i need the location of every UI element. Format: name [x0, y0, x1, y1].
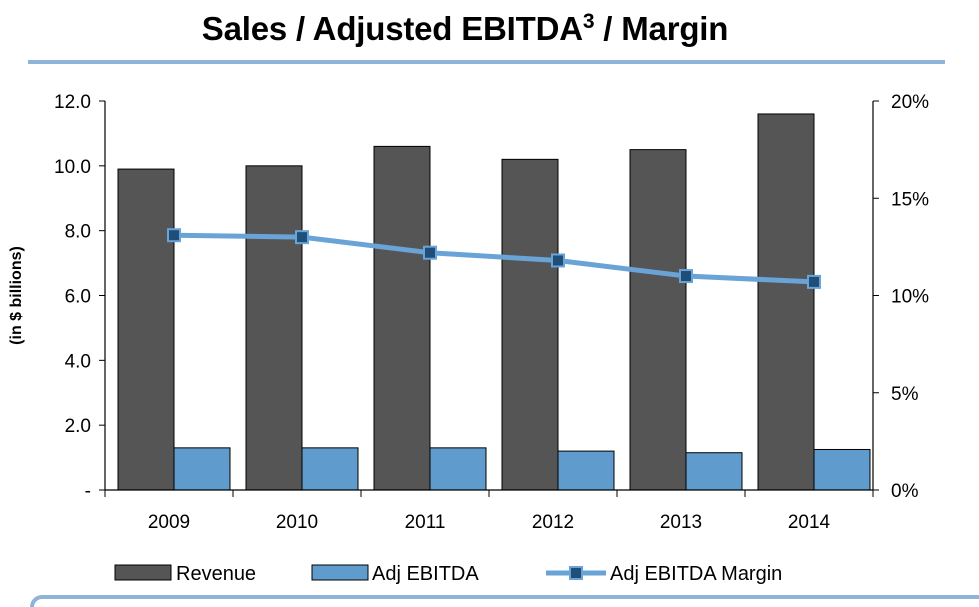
- margin-line: [173, 232, 815, 285]
- y2-tick-label: 15%: [891, 189, 929, 210]
- y-tick-label: 10.0: [54, 157, 91, 178]
- y2-tick-label: 20%: [891, 92, 929, 113]
- y-tick-label: 8.0: [65, 222, 91, 243]
- legend-marker-margin: [569, 566, 583, 580]
- x-tick-label: 2009: [148, 512, 190, 533]
- title-superscript: 3: [582, 10, 595, 33]
- x-tick-label: 2014: [788, 512, 831, 533]
- ebitda-bar: [173, 447, 231, 491]
- ebitda-bar: [429, 447, 487, 491]
- legend-label-revenue: Revenue: [176, 563, 256, 585]
- y-axis-label: (in $ billions): [8, 246, 25, 345]
- x-tick-label: 2013: [660, 512, 702, 533]
- x-tick-label: 2010: [276, 512, 318, 533]
- x-tick-label: 2012: [532, 512, 574, 533]
- legend-swatch-revenue: [114, 564, 172, 581]
- ebitda-bar: [813, 448, 871, 491]
- y-tick-label: 2.0: [65, 416, 91, 437]
- legend-label-ebitda: Adj EBITDA: [372, 563, 479, 585]
- legend-swatch-ebitda: [311, 564, 369, 581]
- title-text: Sales / Adjusted EBITDA: [201, 10, 583, 47]
- page-title: Sales / Adjusted EBITDA3 / Margin: [0, 10, 930, 48]
- y2-tick-label: 5%: [891, 384, 919, 405]
- ebitda-bar: [557, 450, 615, 491]
- y-tick-label: 12.0: [54, 92, 91, 113]
- revenue-bar: [117, 168, 175, 491]
- revenue-bar: [629, 149, 687, 491]
- ebitda-bar: [301, 447, 359, 491]
- y2-tick-label: 0%: [891, 481, 919, 502]
- margin-point: [423, 245, 437, 260]
- margin-point: [807, 274, 821, 289]
- y2-tick-label: 10%: [891, 287, 929, 308]
- title-suffix: / Margin: [594, 10, 729, 47]
- margin-point: [679, 269, 693, 284]
- y-tick-label: 4.0: [65, 351, 91, 372]
- ebitda-bar: [685, 452, 743, 491]
- legend-label-margin: Adj EBITDA Margin: [610, 563, 782, 585]
- y-tick-label: -: [85, 481, 91, 502]
- margin-point: [551, 253, 565, 268]
- x-tick-label: 2011: [405, 512, 446, 533]
- footer-box: [30, 595, 979, 607]
- revenue-bar: [245, 165, 303, 491]
- revenue-bar: [757, 113, 815, 491]
- revenue-bar: [373, 145, 431, 491]
- revenue-bar: [501, 158, 559, 491]
- margin-point: [295, 230, 309, 245]
- y-tick-label: 6.0: [65, 287, 91, 308]
- margin-point: [167, 228, 181, 243]
